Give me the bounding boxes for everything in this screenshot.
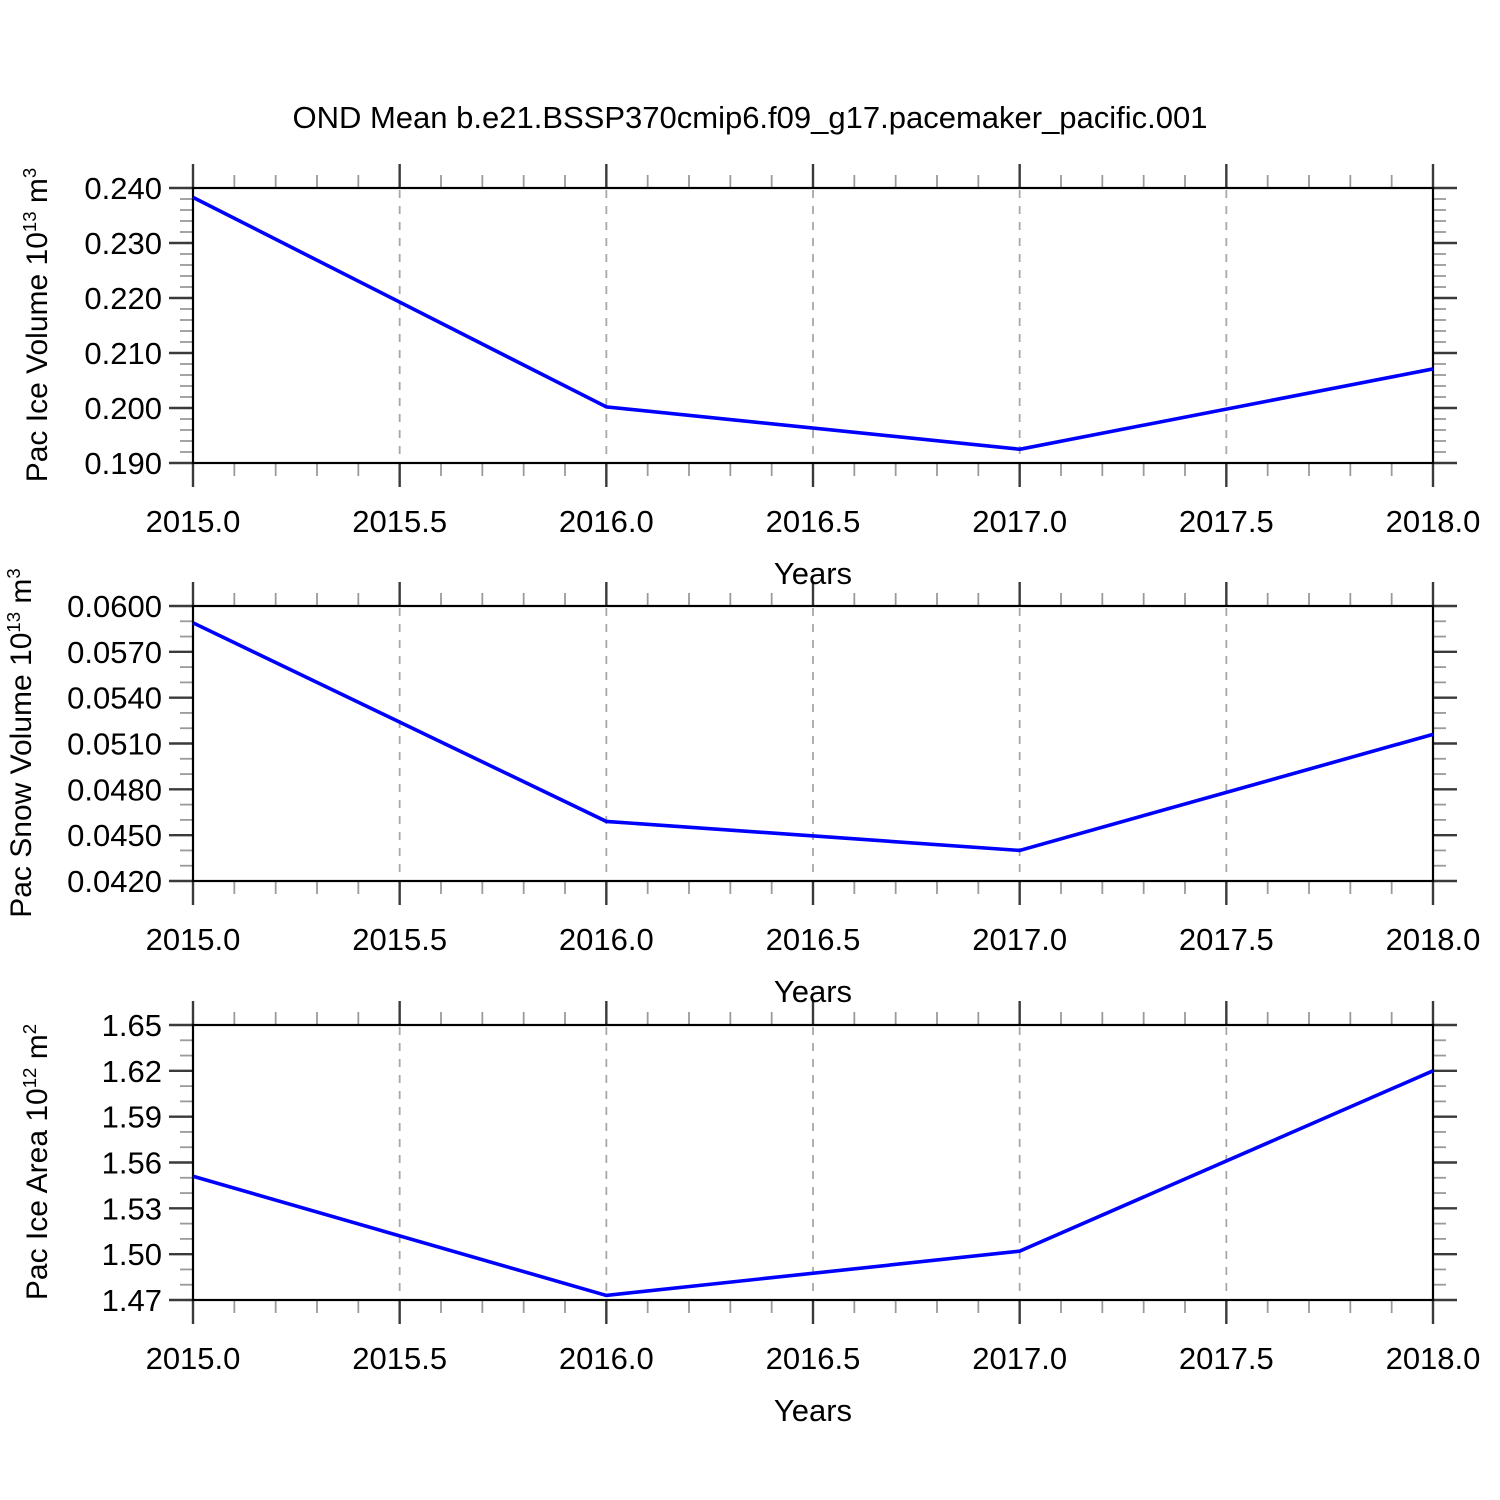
y-tick-label: 1.65 xyxy=(102,1008,162,1043)
plot-box xyxy=(191,604,1435,883)
y-tick-label: 0.0420 xyxy=(67,864,162,899)
y-tick-label: 0.200 xyxy=(84,391,162,426)
y-tick-label: 0.210 xyxy=(84,336,162,371)
y-tick-label: 0.0570 xyxy=(67,635,162,670)
y-tick-label: 0.0450 xyxy=(67,818,162,853)
x-tick-label: 2015.5 xyxy=(352,1341,447,1376)
y-tick-label: 0.190 xyxy=(84,446,162,481)
x-tick-label: 2018.0 xyxy=(1386,1341,1481,1376)
x-tick-label: 2016.0 xyxy=(559,1341,654,1376)
y-tick-label: 0.0510 xyxy=(67,727,162,762)
y-tick-label: 0.230 xyxy=(84,226,162,261)
x-tick-label: 2018.0 xyxy=(1386,922,1481,957)
y-axis-label-text: Pac Ice Area 10 xyxy=(21,1088,54,1301)
x-tick-label: 2017.0 xyxy=(972,504,1067,539)
y-tick-label: 0.240 xyxy=(84,171,162,206)
y-tick-label: 1.50 xyxy=(102,1237,162,1272)
panel-1: 2015.0 2015.5 2016.0 2016.5 2017.0 2017.5 2018… xyxy=(84,164,1480,539)
y-tick-label: 1.62 xyxy=(102,1054,162,1089)
x-tick-label: 2016.5 xyxy=(766,922,861,957)
plot-box xyxy=(191,1023,1435,1302)
x-tick-label: 2016.0 xyxy=(559,504,654,539)
y-axis-label-ice-area: Pac Ice Area 1012 m2 xyxy=(18,862,58,1462)
y-tick-label: 1.47 xyxy=(102,1283,162,1318)
x-tick-label: 2015.0 xyxy=(146,922,241,957)
x-axis-label-years-1: Years xyxy=(773,556,853,591)
x-tick-label: 2017.5 xyxy=(1179,922,1274,957)
y-axis-label-exponent: 12 xyxy=(18,1067,40,1089)
x-tick-label: 2018.0 xyxy=(1386,504,1481,539)
y-axis-label-unit-exponent: 3 xyxy=(18,167,40,179)
x-tick-label: 2015.0 xyxy=(146,1341,241,1376)
plot-box xyxy=(191,186,1435,465)
x-tick-label: 2017.0 xyxy=(972,922,1067,957)
y-tick-label: 1.59 xyxy=(102,1100,162,1135)
data-line xyxy=(192,195,1434,452)
y-tick-label: 0.0600 xyxy=(67,589,162,624)
y-tick-label: 1.56 xyxy=(102,1146,162,1181)
y-tick-label: 0.0480 xyxy=(67,772,162,807)
panel-3: 2015.0 2015.5 2016.0 2016.5 2017.0 2017.5 2018… xyxy=(102,1001,1481,1376)
x-tick-label: 2015.0 xyxy=(146,504,241,539)
x-tick-label: 2017.5 xyxy=(1179,1341,1274,1376)
y-axis-label-unit: m xyxy=(21,1034,54,1068)
x-tick-label: 2016.0 xyxy=(559,922,654,957)
x-tick-label: 2015.5 xyxy=(352,922,447,957)
y-axis-label-unit-exponent: 3 xyxy=(2,568,24,579)
y-tick-label: 0.220 xyxy=(84,281,162,316)
y-axis-label-unit: m xyxy=(5,578,38,612)
y-axis-label-unit-exponent: 2 xyxy=(18,1023,40,1035)
x-axis-label-years-2: Years xyxy=(773,974,853,1009)
y-tick-label: 1.53 xyxy=(102,1191,162,1226)
panel-2: 2015.0 2015.5 2016.0 2016.5 2017.0 2017.5 2018… xyxy=(67,582,1480,957)
data-line xyxy=(192,621,1434,853)
x-tick-label: 2017.0 xyxy=(972,1341,1067,1376)
y-axis-label-exponent: 13 xyxy=(2,611,24,633)
y-axis-label-unit: m xyxy=(21,178,54,212)
y-tick-label: 0.0540 xyxy=(67,681,162,716)
x-tick-label: 2016.5 xyxy=(766,504,861,539)
chart-title: OND Mean b.e21.BSSP370cmip6.f09_g17.pace… xyxy=(292,100,1208,135)
data-line xyxy=(192,1069,1434,1298)
x-tick-label: 2017.5 xyxy=(1179,504,1274,539)
x-axis-label-years-3: Years xyxy=(773,1393,853,1428)
x-tick-label: 2015.5 xyxy=(352,504,447,539)
x-tick-label: 2016.5 xyxy=(766,1341,861,1376)
y-axis-label-exponent: 13 xyxy=(18,211,40,233)
